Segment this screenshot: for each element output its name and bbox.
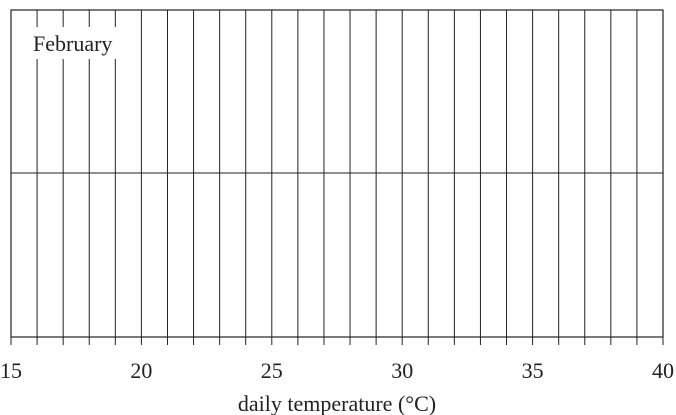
x-axis-label: daily temperature (°C) — [238, 391, 436, 415]
axis-tick-labels: 15 20 25 30 35 40 — [0, 358, 674, 383]
tick-label-15: 15 — [0, 358, 22, 383]
panel-label-background — [25, 27, 129, 59]
tick-label-40: 40 — [652, 358, 674, 383]
tick-label-35: 35 — [522, 358, 544, 383]
tick-label-30: 30 — [391, 358, 413, 383]
plot-frame — [10, 9, 664, 338]
panel-label: February — [33, 31, 112, 56]
axis-ticks — [10, 337, 664, 345]
tick-label-25: 25 — [261, 358, 283, 383]
tick-label-20: 20 — [130, 358, 152, 383]
